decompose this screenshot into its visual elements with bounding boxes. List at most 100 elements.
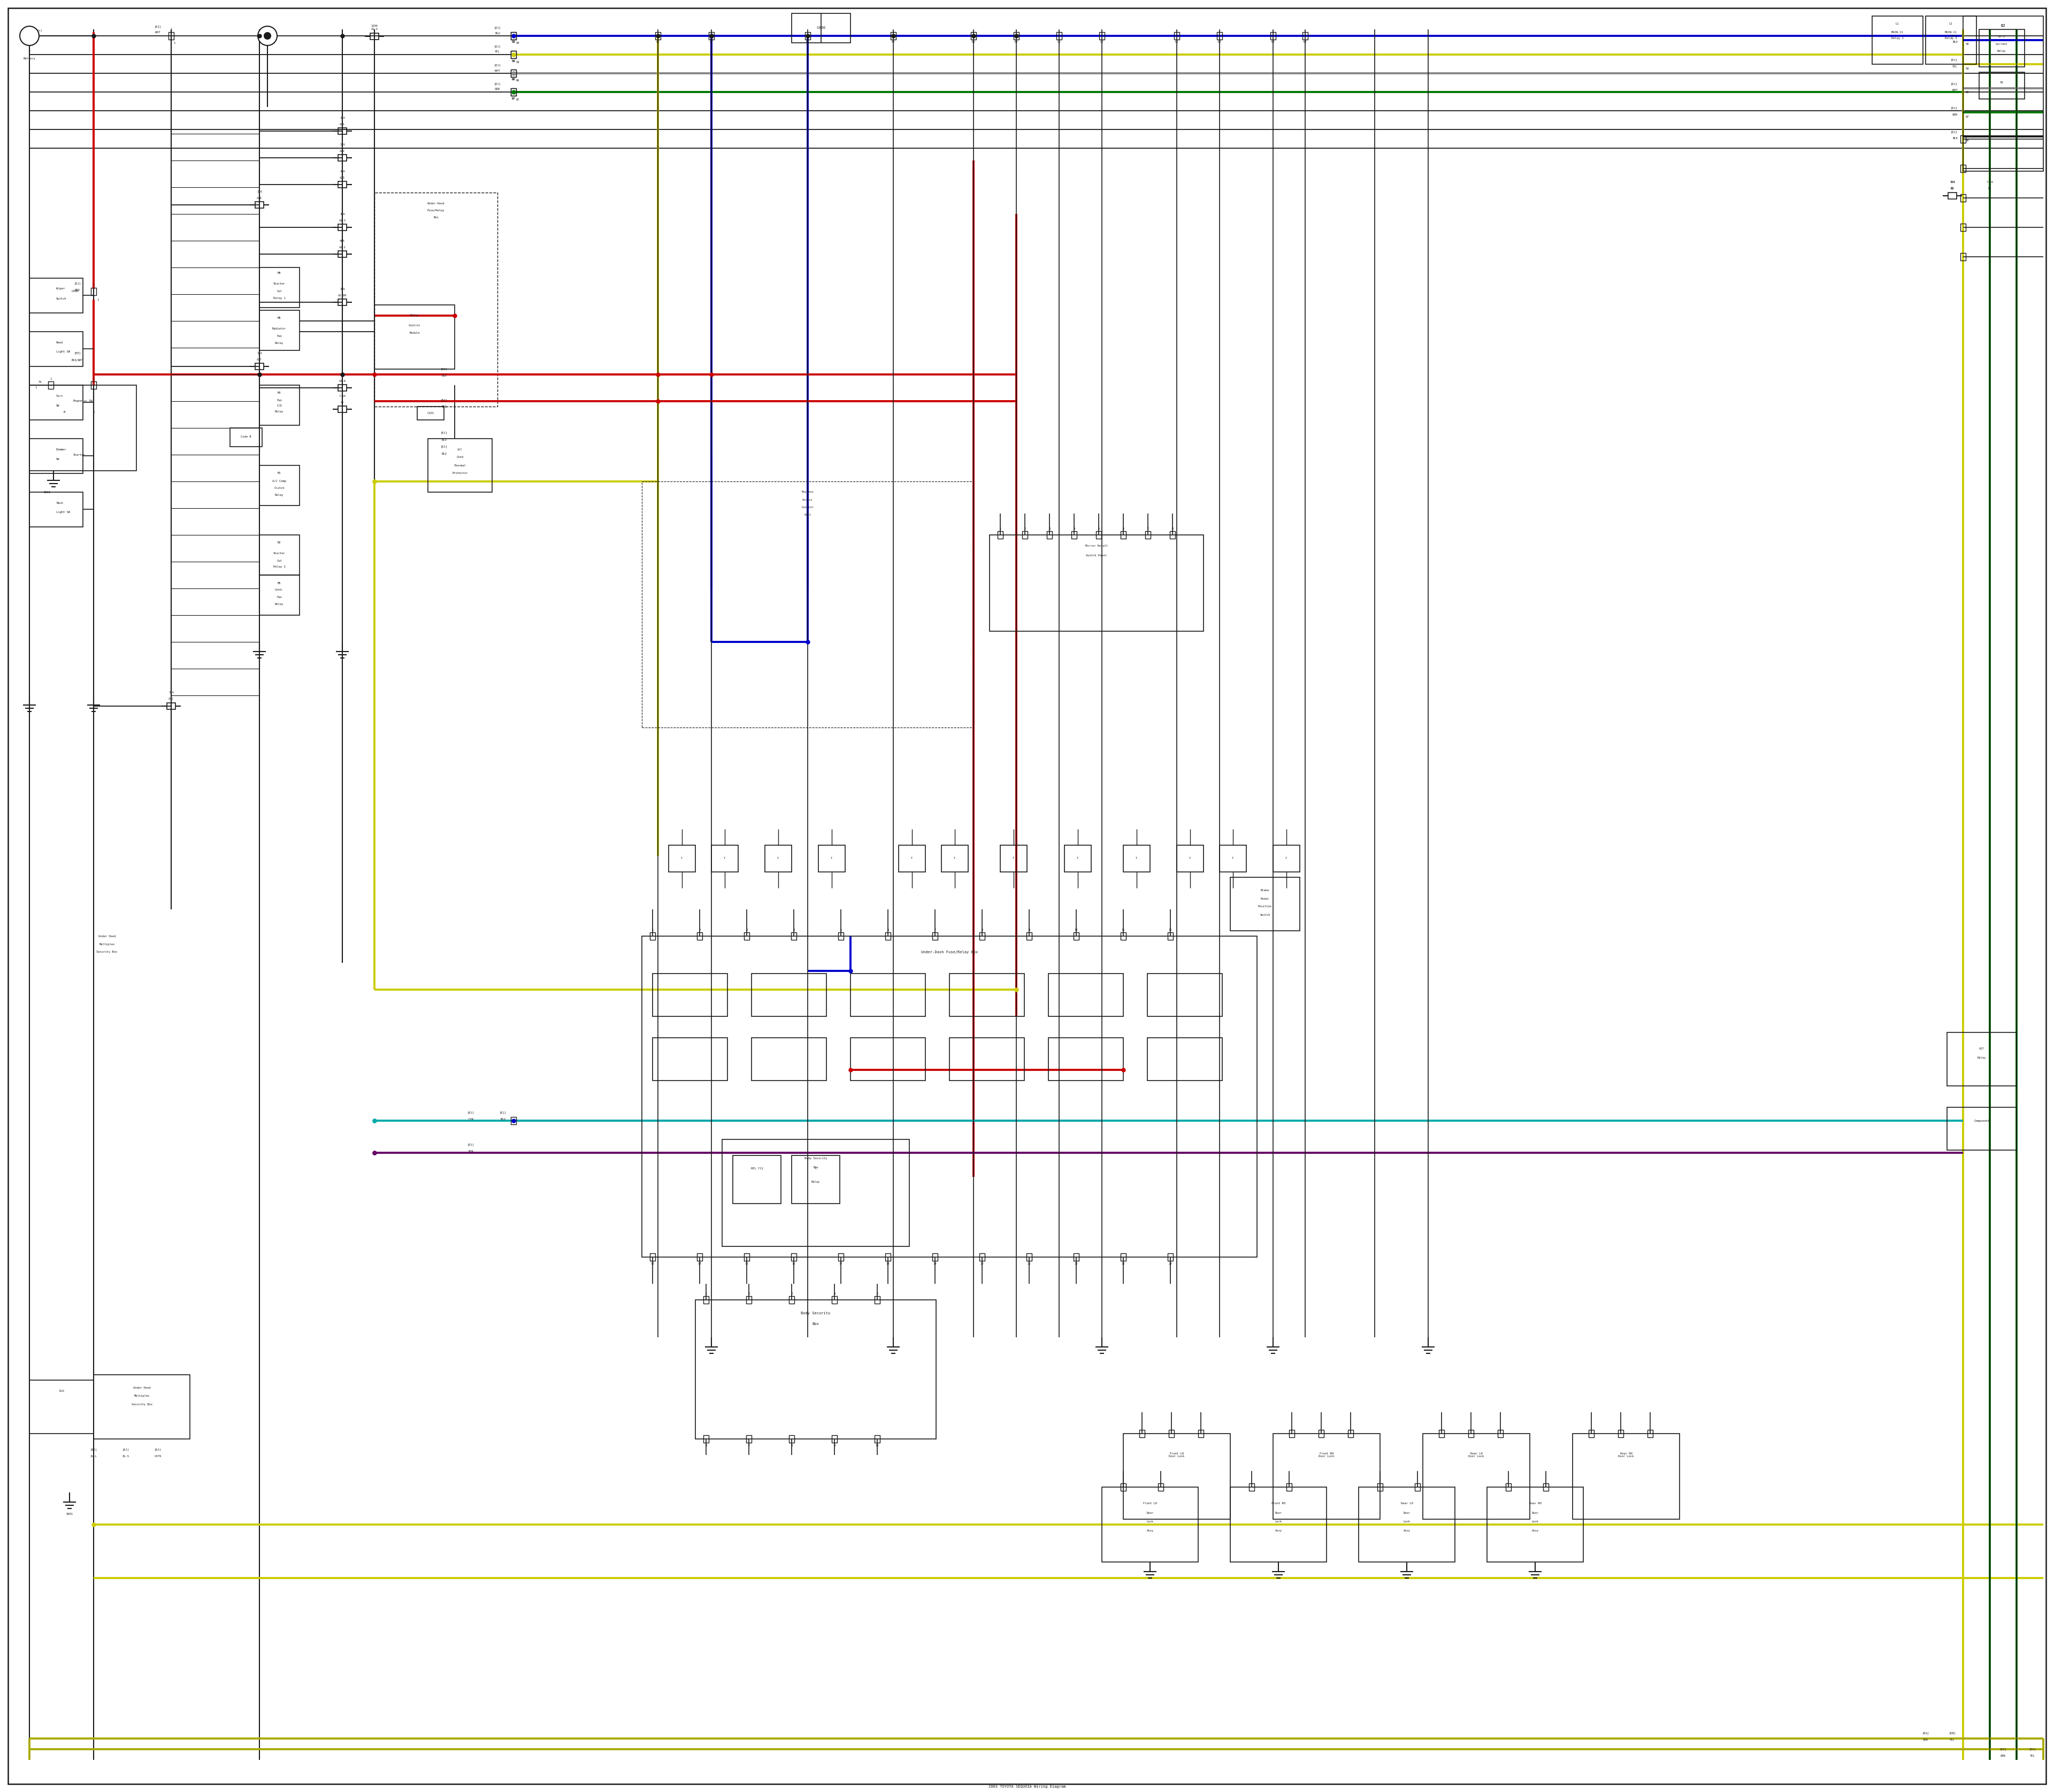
Bar — [339, 154, 347, 161]
Bar — [885, 1253, 891, 1262]
Bar — [1960, 253, 1966, 260]
Bar — [746, 1435, 752, 1443]
Text: Protector: Protector — [452, 471, 468, 475]
Text: S001: S001 — [66, 1512, 74, 1516]
Text: C2: C2 — [1101, 41, 1103, 43]
Bar — [1158, 1484, 1163, 1491]
Text: Relay: Relay — [411, 314, 419, 317]
Bar — [511, 32, 516, 39]
Bar — [972, 32, 976, 39]
Text: YEL: YEL — [1953, 65, 1957, 68]
Bar — [511, 88, 516, 95]
Text: Relay 1: Relay 1 — [1892, 38, 1904, 39]
Bar — [1048, 530, 1052, 539]
Text: CYN: CYN — [468, 1118, 472, 1122]
Text: Starter: Starter — [273, 281, 286, 285]
Text: [EA]: [EA] — [2001, 1747, 2007, 1751]
Bar — [339, 385, 347, 391]
Bar — [1167, 932, 1173, 939]
Bar — [791, 1156, 840, 1204]
Bar — [752, 1038, 826, 1081]
Text: A/C: A/C — [458, 448, 462, 450]
Text: Clutch: Clutch — [273, 487, 283, 489]
Bar — [47, 382, 53, 389]
Text: Cond.: Cond. — [275, 590, 283, 591]
Text: [EA]: [EA] — [2029, 1747, 2036, 1751]
Text: 59: 59 — [1966, 66, 1970, 70]
Bar — [255, 202, 263, 208]
Text: Cut: Cut — [277, 559, 281, 563]
Bar — [511, 50, 516, 59]
Bar — [1013, 32, 1019, 39]
Bar — [1249, 1484, 1255, 1491]
Text: Door: Door — [1403, 1511, 1411, 1514]
Text: 59: 59 — [511, 59, 516, 63]
Bar — [1171, 530, 1175, 539]
Text: (+): (+) — [37, 29, 43, 32]
Text: Body Security: Body Security — [805, 1158, 828, 1159]
Text: [EJ]: [EJ] — [440, 446, 448, 448]
Text: [EJ]: [EJ] — [1951, 34, 1957, 38]
Text: [EE]: [EE] — [74, 351, 80, 355]
Text: Module: Module — [409, 332, 419, 333]
Bar — [752, 973, 826, 1016]
Text: Fan: Fan — [277, 400, 281, 401]
Text: EJ: EJ — [2001, 23, 2005, 27]
Text: Rear RH: Rear RH — [1528, 1502, 1540, 1505]
Bar — [791, 13, 850, 43]
Bar — [1588, 1430, 1594, 1437]
Text: 20A: 20A — [339, 287, 345, 290]
Bar — [1960, 165, 1966, 172]
Text: YEL: YEL — [495, 50, 499, 54]
Bar — [805, 32, 811, 39]
Text: Turn: Turn — [55, 394, 64, 398]
Bar — [1960, 136, 1966, 143]
Bar — [90, 289, 97, 296]
Text: 14: 14 — [698, 1262, 700, 1265]
Text: A17: A17 — [1980, 1047, 1984, 1050]
Text: Brake: Brake — [1261, 889, 1269, 892]
Bar — [1169, 1430, 1175, 1437]
Text: B2: B2 — [1951, 188, 1953, 190]
Bar — [723, 1140, 910, 1247]
Text: Security Box: Security Box — [97, 952, 117, 953]
Bar — [1497, 1430, 1504, 1437]
Bar — [1927, 16, 1976, 65]
Text: Switch Panel: Switch Panel — [1087, 554, 1107, 557]
Bar — [1960, 224, 1966, 231]
Text: MAIN-11: MAIN-11 — [1945, 30, 1957, 34]
Text: E2: E2 — [1304, 41, 1306, 43]
Text: C1O1: C1O1 — [427, 412, 433, 414]
Bar — [1146, 530, 1150, 539]
Bar — [764, 846, 791, 873]
Text: C408: C408 — [72, 290, 78, 292]
Bar — [1415, 1484, 1419, 1491]
Bar — [1543, 1484, 1549, 1491]
Text: Starter: Starter — [273, 552, 286, 556]
Text: 15A: 15A — [339, 143, 345, 145]
Bar — [1647, 1430, 1653, 1437]
Text: 10: 10 — [1074, 928, 1078, 932]
Bar — [1216, 32, 1222, 39]
Text: Door: Door — [1532, 1511, 1538, 1514]
Bar — [1074, 932, 1078, 939]
Text: Cut: Cut — [277, 290, 281, 292]
Bar — [1175, 32, 1179, 39]
Bar — [230, 428, 263, 446]
Bar — [711, 846, 737, 873]
Bar — [511, 70, 516, 77]
Bar — [709, 32, 715, 39]
Bar — [1074, 1253, 1078, 1262]
Text: 15A: 15A — [257, 190, 263, 194]
Text: GRN: GRN — [2001, 1754, 2007, 1758]
Bar — [29, 385, 82, 419]
Bar — [653, 1038, 727, 1081]
Text: YEL: YEL — [2029, 1754, 2036, 1758]
Text: [EJ]: [EJ] — [1951, 108, 1957, 109]
Bar — [1619, 1430, 1623, 1437]
Bar — [949, 1038, 1025, 1081]
Bar — [733, 1156, 781, 1204]
Bar — [166, 702, 175, 710]
Text: Switch: Switch — [1259, 914, 1269, 916]
Bar — [1230, 1487, 1327, 1563]
